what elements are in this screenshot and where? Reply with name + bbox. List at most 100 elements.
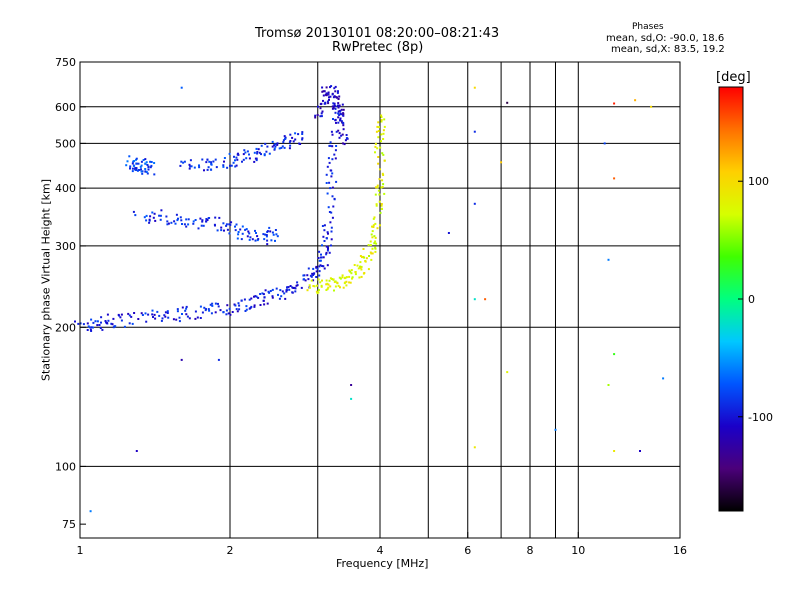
data-point [135,157,138,160]
data-point [261,292,264,295]
data-point [255,157,258,160]
data-point [333,102,336,105]
data-point [337,116,340,119]
data-point [184,309,187,312]
data-point [131,322,134,325]
data-point [206,158,209,161]
data-point [331,133,334,136]
data-point [255,147,258,150]
data-point [339,277,342,280]
data-point [314,114,317,117]
data-point [380,140,382,143]
data-point [310,279,313,282]
data-point [271,288,274,291]
data-point [146,164,149,166]
data-point [243,298,246,301]
data-point [86,322,89,325]
data-point [189,159,192,162]
data-point [325,173,328,176]
data-point [281,290,284,293]
data-point [377,189,380,192]
data-point [167,316,170,319]
data-point [473,202,476,205]
data-point [330,244,332,247]
data-point [328,181,331,184]
data-point [374,151,376,154]
data-point [270,239,273,242]
data-point [212,160,215,163]
data-point [275,233,278,236]
data-point [180,219,183,222]
data-point [271,140,274,143]
data-point [338,276,341,279]
data-point [369,251,372,254]
data-point [176,308,179,311]
data-point [140,168,142,171]
data-point [192,222,195,225]
data-point [356,264,359,267]
data-point [357,267,360,270]
data-point [317,278,320,281]
stats-o-mode: mean, sd,O: -90.0, 18.6 [606,33,725,44]
data-point [354,273,357,276]
chart-subtitle: RwPretec (8p) [332,40,424,55]
data-point [104,320,107,322]
data-point [336,91,339,94]
data-point [506,101,509,104]
data-point [344,139,347,142]
data-point [112,317,115,320]
data-point [266,230,269,233]
data-point [334,85,337,88]
data-point [334,285,337,288]
data-point [185,313,188,316]
x-tick-label: 8 [527,544,534,557]
data-point [226,304,229,307]
data-point [159,218,162,221]
data-point [373,242,376,245]
phase-colorbar: 100 0 -100 [718,86,773,512]
data-point [376,125,379,128]
data-point [225,223,228,226]
data-point [484,298,487,301]
data-point [274,229,277,231]
data-point [271,295,274,298]
data-point [330,175,333,178]
data-point [374,236,377,239]
data-point [222,164,225,167]
data-point [90,326,93,329]
data-point [145,219,148,222]
data-point [325,94,328,97]
data-point [329,285,332,288]
data-point [323,240,326,242]
data-point [376,147,379,150]
data-point [130,315,133,318]
data-point [326,165,329,168]
data-point [273,148,276,151]
data-point [149,215,152,218]
data-point [326,231,329,234]
data-point [90,318,93,321]
data-point [321,265,323,267]
data-point [345,276,348,279]
data-point [259,304,262,306]
data-point [286,286,288,289]
axes: 1 2 4 6 8 10 16 75 100 200 300 400 500 600 750 [55,56,687,557]
data-point [364,260,367,263]
data-point [248,232,251,235]
data-point [240,238,243,241]
data-point [194,310,197,313]
data-point [359,255,362,257]
data-point [374,222,377,225]
data-point [227,312,230,315]
data-point [239,228,242,231]
data-point [188,163,191,166]
data-point [151,309,154,312]
data-point [263,153,266,156]
data-point [343,143,346,146]
data-point [327,286,330,289]
data-point [314,116,317,119]
data-point [296,281,299,284]
data-point [271,145,274,148]
data-point [166,220,169,223]
data-point [149,160,152,163]
